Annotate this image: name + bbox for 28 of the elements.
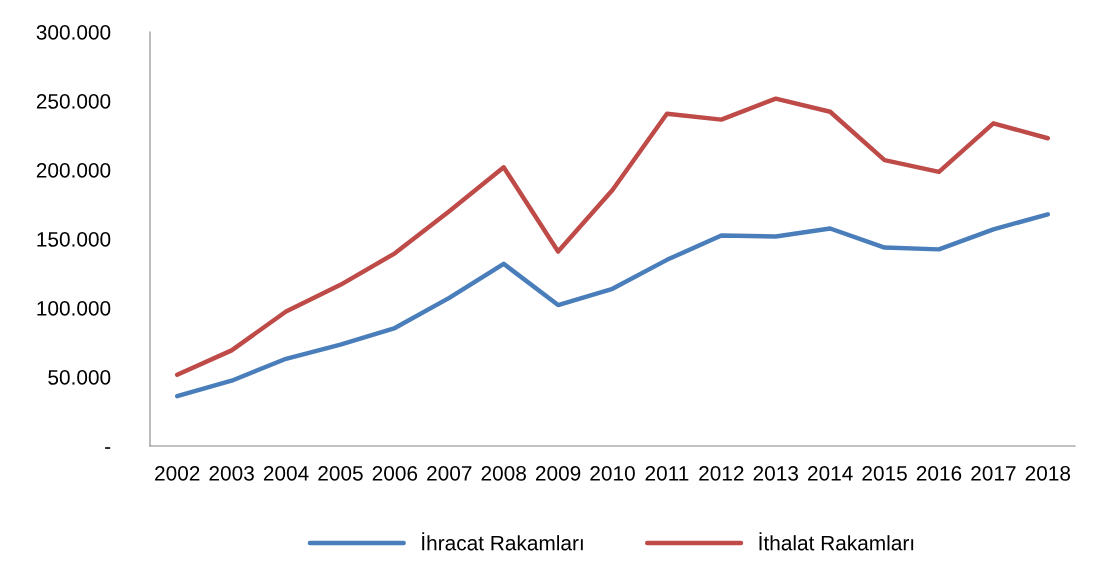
x-tick-label: 2005 (318, 465, 363, 481)
y-tick-label: 100.000 (37, 301, 111, 316)
x-tick-label: 2014 (808, 465, 853, 481)
legend-label: İhracat Rakamları (422, 532, 583, 551)
line-series (174, 212, 1051, 399)
x-tick-label: 2006 (372, 465, 418, 481)
x-tick-label: 2017 (971, 465, 1016, 481)
x-tick-label: 2007 (427, 465, 472, 481)
x-tick-label: 2003 (209, 465, 254, 481)
x-tick-label: 2008 (481, 465, 526, 481)
x-tick-label: 2004 (263, 465, 309, 481)
x-tick-label: 2010 (590, 465, 635, 481)
x-tick-label: 2016 (916, 465, 962, 481)
legend-label: İthalat Rakamları (759, 532, 914, 551)
y-tick-label: 50.000 (48, 370, 111, 385)
x-tick-label: 2012 (699, 465, 744, 481)
y-tick-label: 300.000 (36, 25, 111, 40)
y-tick-label: 150.000 (37, 232, 111, 247)
x-tick-label: 2013 (753, 465, 798, 481)
x-tick-label: 2018 (1025, 465, 1071, 481)
x-tick-label: 2009 (535, 465, 581, 481)
x-tick-label: 2015 (862, 465, 907, 481)
y-tick-label: 200.000 (36, 163, 111, 178)
x-tick-label: 2002 (155, 465, 200, 481)
y-tick-label: - (105, 447, 111, 449)
y-tick-label: 250.000 (36, 94, 111, 109)
line-series (174, 96, 1051, 378)
x-tick-label: 2011 (645, 465, 689, 481)
